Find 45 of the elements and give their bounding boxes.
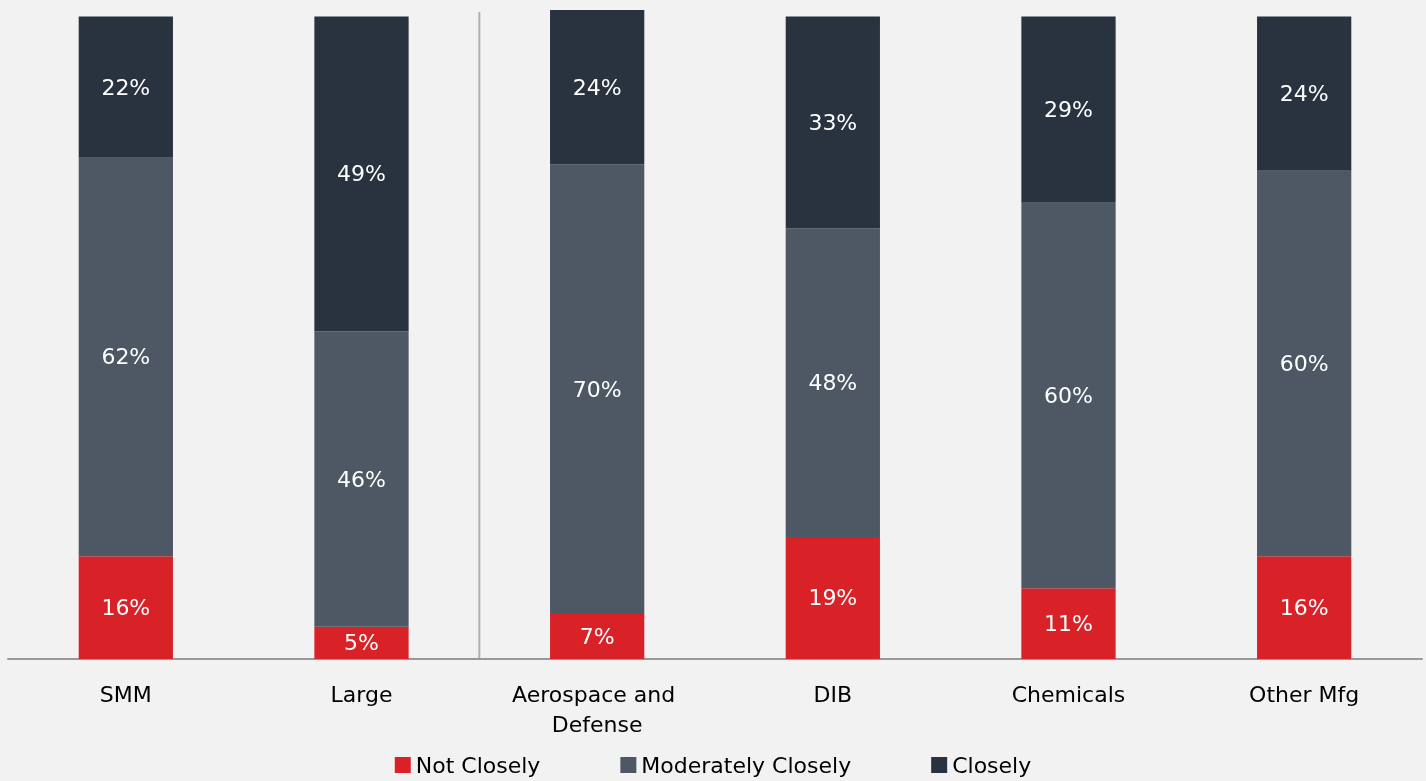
x-tick-label: DIB — [813, 681, 853, 707]
bar — [550, 164, 645, 615]
bar — [314, 331, 409, 627]
data-label: 62% — [101, 344, 151, 370]
data-label: 7% — [579, 624, 615, 650]
bar — [1257, 556, 1352, 659]
bar — [785, 16, 880, 229]
bar — [1257, 16, 1352, 171]
data-label: 49% — [337, 161, 386, 187]
data-label: 70% — [572, 376, 622, 402]
data-label: 19% — [808, 585, 858, 611]
data-label: 29% — [1044, 97, 1093, 123]
data-label: 16% — [1279, 595, 1329, 621]
bar — [314, 16, 409, 332]
legend-label: Moderately Closely — [641, 752, 852, 778]
bar — [550, 10, 645, 165]
data-label: 60% — [1044, 383, 1093, 409]
data-label: 24% — [572, 74, 622, 100]
data-label: 24% — [1279, 81, 1329, 107]
data-label: 22% — [101, 74, 151, 100]
bar — [1021, 588, 1116, 659]
data-label: 5% — [344, 630, 379, 656]
bar — [785, 228, 880, 537]
bar — [78, 556, 173, 659]
legend-label: Not Closely — [415, 752, 541, 778]
bar — [1257, 170, 1352, 557]
x-tick-label: SMM — [99, 681, 152, 707]
bar — [78, 157, 173, 557]
data-label: 48% — [808, 370, 858, 396]
bar — [785, 536, 880, 659]
data-label: 33% — [808, 109, 858, 135]
x-tick-label: Chemicals — [1011, 681, 1126, 707]
data-label: 11% — [1044, 611, 1093, 637]
bar — [550, 614, 645, 659]
bar — [78, 16, 173, 158]
bar — [1021, 16, 1116, 203]
legend-label: Closely — [952, 752, 1032, 778]
data-label: 16% — [101, 595, 151, 621]
x-tick-label: Aerospace and Defense — [512, 681, 683, 737]
x-tick-label: Other Mfg — [1249, 681, 1360, 707]
bar — [1021, 202, 1116, 589]
data-label: 60% — [1279, 350, 1329, 376]
bar — [314, 626, 409, 659]
data-label: 46% — [337, 466, 386, 492]
x-tick-label: Large — [330, 681, 393, 707]
